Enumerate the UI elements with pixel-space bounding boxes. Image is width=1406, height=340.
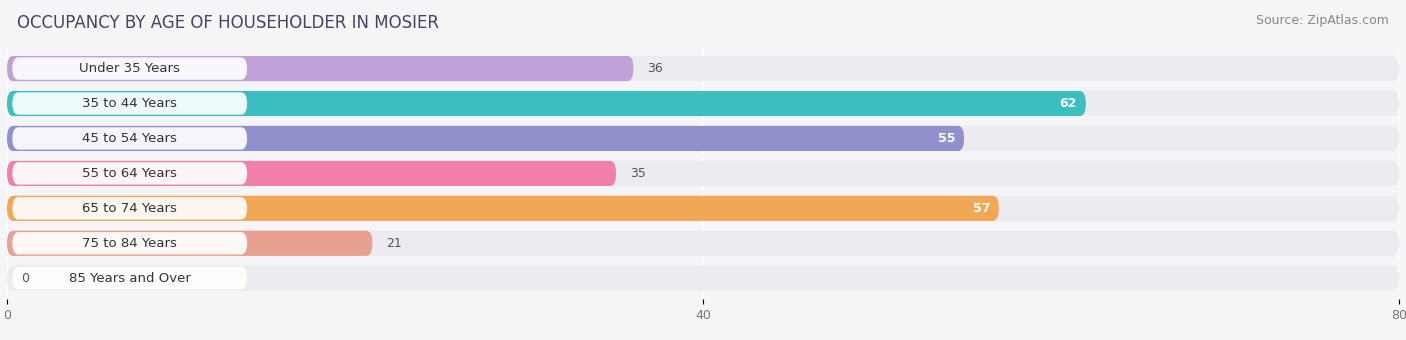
- Text: 45 to 54 Years: 45 to 54 Years: [83, 132, 177, 145]
- FancyBboxPatch shape: [13, 232, 247, 254]
- Text: 0: 0: [21, 272, 30, 285]
- Text: OCCUPANCY BY AGE OF HOUSEHOLDER IN MOSIER: OCCUPANCY BY AGE OF HOUSEHOLDER IN MOSIE…: [17, 14, 439, 32]
- FancyBboxPatch shape: [7, 161, 616, 186]
- Text: 55 to 64 Years: 55 to 64 Years: [83, 167, 177, 180]
- Text: Under 35 Years: Under 35 Years: [79, 62, 180, 75]
- FancyBboxPatch shape: [13, 162, 247, 185]
- FancyBboxPatch shape: [7, 126, 965, 151]
- FancyBboxPatch shape: [7, 231, 373, 256]
- FancyBboxPatch shape: [7, 266, 1399, 291]
- Text: 35 to 44 Years: 35 to 44 Years: [83, 97, 177, 110]
- Text: 75 to 84 Years: 75 to 84 Years: [83, 237, 177, 250]
- FancyBboxPatch shape: [13, 127, 247, 150]
- Text: 57: 57: [973, 202, 990, 215]
- Text: 65 to 74 Years: 65 to 74 Years: [83, 202, 177, 215]
- FancyBboxPatch shape: [7, 56, 1399, 81]
- Text: 85 Years and Over: 85 Years and Over: [69, 272, 191, 285]
- FancyBboxPatch shape: [7, 56, 633, 81]
- FancyBboxPatch shape: [7, 196, 998, 221]
- Text: 36: 36: [647, 62, 664, 75]
- FancyBboxPatch shape: [13, 197, 247, 220]
- Text: 55: 55: [938, 132, 955, 145]
- FancyBboxPatch shape: [13, 267, 247, 289]
- FancyBboxPatch shape: [7, 91, 1399, 116]
- FancyBboxPatch shape: [13, 57, 247, 80]
- FancyBboxPatch shape: [7, 91, 1085, 116]
- Text: Source: ZipAtlas.com: Source: ZipAtlas.com: [1256, 14, 1389, 27]
- Text: 21: 21: [387, 237, 402, 250]
- FancyBboxPatch shape: [7, 196, 1399, 221]
- FancyBboxPatch shape: [13, 92, 247, 115]
- Text: 35: 35: [630, 167, 645, 180]
- FancyBboxPatch shape: [7, 126, 1399, 151]
- FancyBboxPatch shape: [7, 161, 1399, 186]
- FancyBboxPatch shape: [7, 231, 1399, 256]
- Text: 62: 62: [1060, 97, 1077, 110]
